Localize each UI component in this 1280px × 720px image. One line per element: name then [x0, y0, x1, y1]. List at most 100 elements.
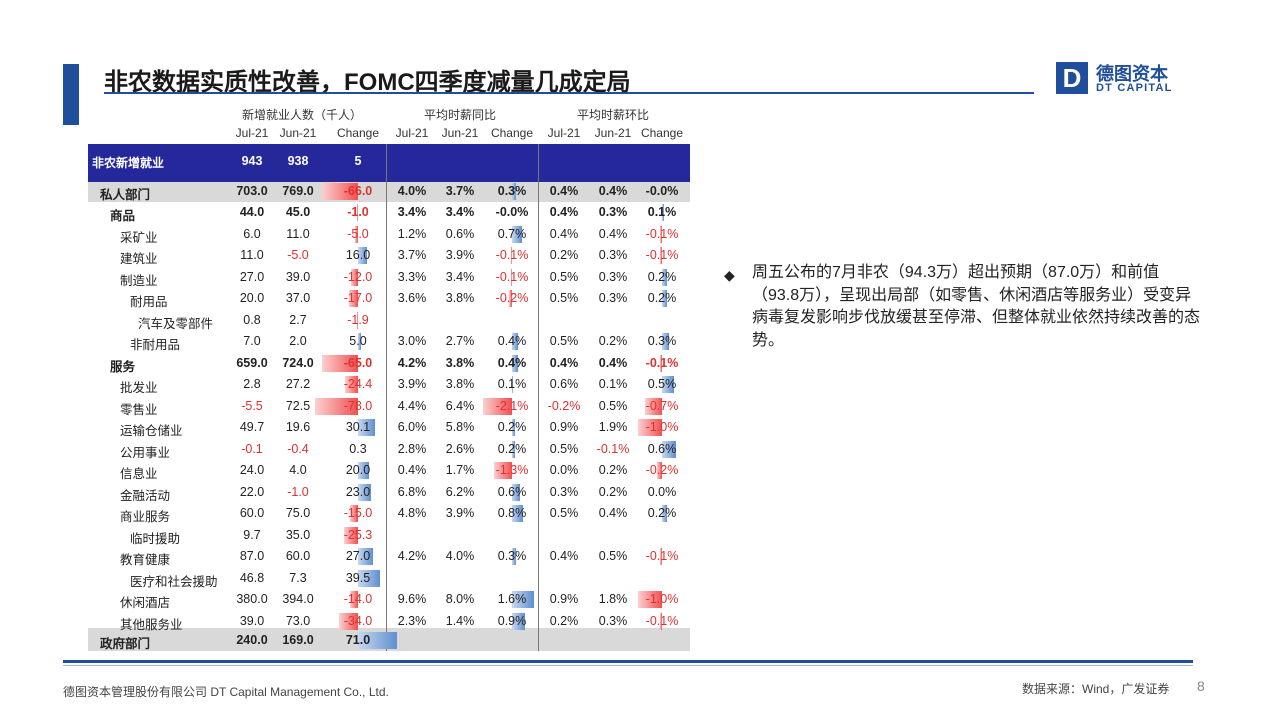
table-cell: 0.3%: [598, 269, 628, 284]
change-databar: [482, 397, 512, 415]
row-label: 建筑业: [120, 252, 158, 266]
row-label: 制造业: [120, 273, 158, 288]
table-cell: 0.2%: [497, 441, 527, 456]
title-underline: [104, 92, 1034, 94]
table-cell: -5.0: [347, 226, 369, 241]
group-header: 新增就业人数（千人）: [241, 108, 362, 122]
row-label: 汽车及零部件: [138, 316, 214, 331]
table-cell: 60.0: [285, 549, 311, 563]
change-databar: [509, 290, 512, 307]
table-cell: 0.5%: [549, 291, 579, 305]
table-cell: 2.8%: [397, 441, 427, 456]
diamond-bullet-icon: ◆: [724, 267, 735, 283]
table-cell: -0.2%: [547, 398, 581, 413]
table-cell: -1.9: [347, 312, 369, 327]
row-label: 采矿业: [120, 230, 158, 245]
table-cell: 1.7%: [445, 463, 475, 477]
table-cell: 3.8%: [445, 377, 475, 391]
column-header: Change: [336, 126, 380, 140]
logo-cn-text: 德图资本: [1096, 64, 1168, 84]
table-cell: 5.0: [349, 334, 367, 348]
table-cell: 4.8%: [397, 506, 427, 520]
table-cell: 0.3%: [598, 205, 628, 219]
column-header: Jul-21: [547, 126, 581, 140]
table-cell: -0.1: [241, 441, 263, 456]
table-cell: 87.0: [239, 549, 265, 563]
row-label: 教育健康: [120, 553, 171, 567]
table-cell: 35.0: [285, 527, 311, 542]
table-cell: 6.8%: [397, 484, 427, 499]
group-header: 平均时薪环比: [576, 108, 649, 122]
table-cell: 0.2%: [549, 248, 579, 262]
change-databar: [339, 612, 358, 630]
table-cell: 8.0%: [445, 592, 475, 606]
table-cell: 4.0: [289, 463, 307, 477]
table-cell: -0.2%: [495, 291, 529, 305]
table-cell: 23.0: [345, 484, 371, 499]
table-cell: -0.4: [287, 441, 309, 456]
table-cell: 0.6%: [549, 377, 579, 391]
footer-rule: [63, 660, 1193, 663]
change-databar: [657, 462, 662, 479]
change-databar: [512, 419, 515, 436]
change-databar: [512, 440, 515, 458]
table-cell: 3.6%: [397, 291, 427, 305]
table-cell: 3.7%: [397, 248, 427, 262]
table-cell: 73.0: [285, 613, 311, 628]
table-cell: 0.5%: [598, 549, 628, 563]
column-header: Jul-21: [235, 126, 269, 140]
change-databar: [512, 483, 521, 501]
table-cell: 0.4%: [549, 205, 579, 219]
table-cell: 0.7%: [497, 226, 527, 241]
table-cell: 1.6%: [497, 592, 527, 606]
table-cell: 769.0: [282, 184, 314, 198]
row-label: 运输仓储业: [120, 424, 183, 438]
table-cell: -1.3%: [495, 463, 529, 477]
table-cell: 4.0%: [445, 549, 475, 563]
change-databar: [315, 397, 358, 415]
change-databar: [662, 376, 674, 393]
logo-en-text: DT CAPITAL: [1096, 82, 1173, 94]
table-cell: 2.7%: [445, 334, 475, 348]
table-cell: 0.2%: [647, 506, 677, 520]
table-cell: 0.5%: [549, 441, 579, 456]
footer-company: 德图资本管理股份有限公司 DT Capital Management Co., …: [63, 685, 389, 699]
table-cell: 3.8%: [445, 355, 475, 370]
table-cell: -1.0: [287, 484, 309, 499]
logo-mark-icon: D: [1056, 62, 1088, 94]
table-cell: -5.0: [287, 248, 309, 262]
table-cell: 0.8: [243, 312, 261, 327]
table-cell: 20.0: [345, 463, 371, 477]
change-databar: [358, 419, 375, 436]
table-cell: 0.3%: [549, 484, 579, 499]
table-cell: 380.0: [236, 592, 268, 606]
table-cell: 72.5: [285, 398, 311, 413]
table-cell: 0.6%: [497, 484, 527, 499]
change-databar: [356, 311, 358, 329]
table-cell: -0.1%: [645, 226, 679, 241]
table-cell: 0.4%: [497, 355, 527, 370]
change-databar: [344, 526, 358, 544]
row-label: 商业服务: [120, 510, 171, 524]
change-databar: [659, 612, 662, 630]
change-databar: [358, 483, 371, 501]
table-cell: 0.4%: [549, 549, 579, 563]
table-cell: 3.4%: [445, 205, 475, 219]
table-cell: 3.4%: [445, 269, 475, 284]
change-databar: [493, 462, 512, 479]
table-cell: 0.4%: [598, 226, 628, 241]
table-cell: 39.0: [239, 613, 265, 628]
table-cell: 5: [354, 154, 362, 168]
company-logo: D 德图资本 DT CAPITAL: [1056, 62, 1206, 96]
table-cell: 45.0: [285, 205, 311, 219]
table-cell: -0.1%: [645, 613, 679, 628]
table-cell: 0.0%: [549, 463, 579, 477]
row-label: 零售业: [120, 402, 158, 417]
table-cell: 0.1%: [497, 377, 527, 391]
table-cell: 6.0%: [397, 420, 427, 434]
table-cell: 0.9%: [497, 613, 527, 628]
change-databar: [662, 290, 667, 307]
change-databar: [512, 376, 514, 393]
table-cell: 5.8%: [445, 420, 475, 434]
row-label: 休闲酒店: [120, 596, 171, 610]
